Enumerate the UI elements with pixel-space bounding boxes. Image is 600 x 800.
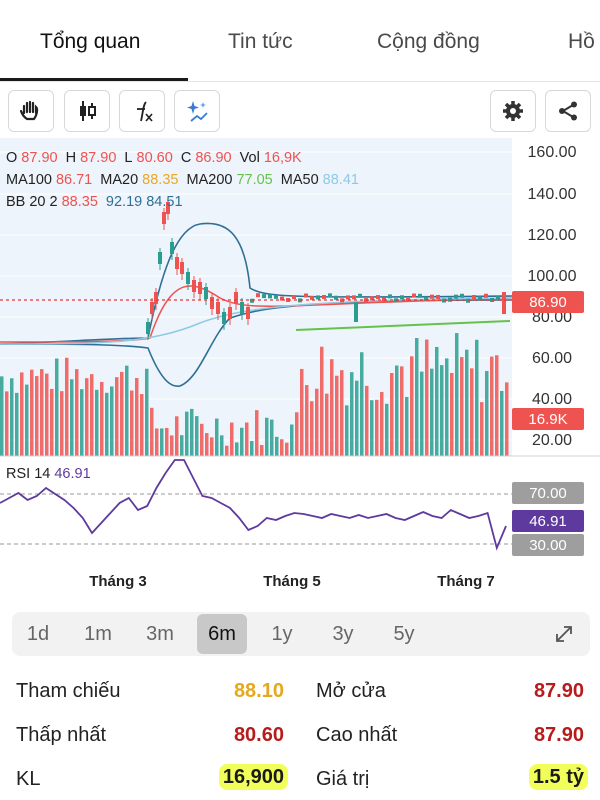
chart-toolbar	[0, 86, 600, 136]
range-5y[interactable]: 5y	[393, 622, 415, 645]
volume-badge-bg	[512, 408, 584, 430]
bollinger-bands	[0, 222, 513, 387]
price-chart[interactable]: 160.00 140.00 120.00 100.00 80.00 60.00 40.00 2…	[0, 138, 600, 600]
rsi-value-badge-bg	[512, 510, 584, 532]
function-icon	[137, 101, 153, 122]
share-button[interactable]	[545, 90, 591, 132]
trade-value-label: Giá trị	[316, 768, 370, 790]
time-range-selector: 1d 1m 3m 6m 1y 3y 5y	[12, 612, 590, 656]
trade-value: 1.5 tỷ	[528, 764, 588, 790]
open-price-label: Mở cửa	[316, 680, 386, 702]
month-label-mar: Tháng 3	[89, 573, 147, 590]
top-tabs: Tổng quan Tin tức Cộng đồng Hồ	[0, 0, 600, 82]
ai-sparkle-icon	[187, 101, 208, 122]
candlestick-icon	[80, 101, 96, 121]
price-tick-label: 100.00	[528, 268, 577, 285]
price-tick-label: 80.00	[532, 309, 572, 326]
candle-type-button[interactable]	[64, 90, 110, 132]
indicators-button[interactable]	[119, 90, 165, 132]
price-axis: 160.00 140.00 120.00 100.00 80.00 60.00 40.00 2…	[528, 144, 577, 449]
rsi-legend: RSI 14 46.91	[6, 466, 91, 482]
month-label-jul: Tháng 7	[437, 573, 495, 590]
range-1d[interactable]: 1d	[26, 622, 50, 645]
rsi-upper-badge-bg	[512, 482, 584, 504]
bb-legend: BB 20 2 88.35 92.19 84.51	[6, 194, 183, 210]
stats-row-3: KL 16,900 Giá trị 1.5 tỷ	[0, 758, 600, 800]
ai-analysis-button[interactable]	[174, 90, 220, 132]
open-price-value: 87.90	[533, 680, 584, 702]
volume-value-text: 16,900	[218, 764, 288, 790]
volume-label: KL	[16, 768, 41, 790]
price-tick-label: 160.00	[528, 144, 577, 161]
price-tick-label: 20.00	[532, 432, 572, 449]
volume-bars	[0, 333, 509, 456]
rsi-value-badge: 46.91	[529, 513, 567, 530]
tab-portfolio[interactable]: Hồ	[568, 30, 595, 53]
chart-canvas[interactable]: 160.00 140.00 120.00 100.00 80.00 60.00 40.00 2…	[0, 138, 600, 600]
range-1m[interactable]: 1m	[84, 622, 112, 645]
price-tick-label: 60.00	[532, 350, 572, 367]
active-tab-underline	[0, 78, 188, 81]
range-6m[interactable]: 6m	[197, 614, 247, 654]
price-badge-bg	[512, 291, 584, 313]
volume-badge: 16.9K	[528, 411, 567, 428]
high-price-label: Cao nhất	[316, 724, 398, 746]
rsi-lower-badge-bg	[512, 534, 584, 556]
low-price-label: Thấp nhất	[16, 724, 107, 746]
hand-icon	[19, 100, 39, 121]
stats-row-2: Thấp nhất 80.60 Cao nhất 87.90	[0, 714, 600, 756]
stats-panel: Tham chiếu 88.10 Mở cửa 87.90 Thấp nhất …	[0, 668, 600, 800]
hand-button[interactable]	[8, 90, 54, 132]
rsi-upper-badge: 70.00	[529, 485, 567, 502]
price-tick-label: 140.00	[528, 186, 577, 203]
share-icon	[559, 101, 577, 121]
high-price-value: 87.90	[533, 724, 584, 746]
range-3y[interactable]: 3y	[332, 622, 354, 645]
price-tick-label: 40.00	[532, 391, 572, 408]
tab-overview[interactable]: Tổng quan	[40, 30, 141, 53]
price-badge: 86.90	[529, 294, 567, 311]
ma-legend: MA100 86.71 MA20 88.35 MA200 77.05 MA50 88.4…	[6, 172, 359, 188]
rsi-line	[0, 459, 507, 551]
expand-icon	[556, 626, 572, 642]
range-3m[interactable]: 3m	[146, 622, 174, 645]
stats-row-1: Tham chiếu 88.10 Mở cửa 87.90	[0, 670, 600, 712]
tab-news[interactable]: Tin tức	[228, 30, 293, 53]
low-price-value: 80.60	[233, 724, 284, 746]
ref-price-value: 88.10	[233, 680, 284, 702]
expand-button[interactable]	[544, 612, 584, 656]
month-label-may: Tháng 5	[263, 573, 321, 590]
price-tick-label: 120.00	[528, 227, 577, 244]
rsi-lower-badge: 30.00	[529, 537, 567, 554]
ref-price-label: Tham chiếu	[16, 680, 121, 702]
ma200-line	[295, 320, 511, 331]
range-1y[interactable]: 1y	[271, 622, 293, 645]
settings-button[interactable]	[490, 90, 536, 132]
tab-community[interactable]: Cộng đồng	[377, 30, 480, 53]
trade-value-text: 1.5 tỷ	[528, 764, 588, 790]
gear-icon	[503, 101, 523, 121]
volume-value: 16,900	[218, 764, 288, 790]
ohlc-legend: O 87.90 H 87.90 L 80.60 C 86.90 Vol 16,9K	[6, 150, 302, 166]
